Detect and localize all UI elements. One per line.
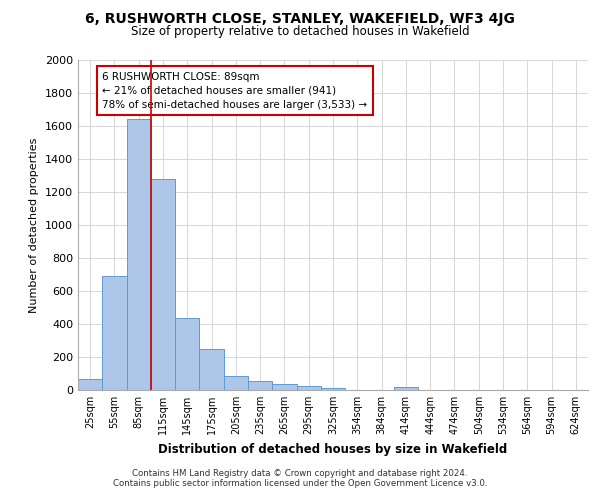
Text: 6, RUSHWORTH CLOSE, STANLEY, WAKEFIELD, WF3 4JG: 6, RUSHWORTH CLOSE, STANLEY, WAKEFIELD, … xyxy=(85,12,515,26)
Bar xyxy=(127,120,151,390)
Bar xyxy=(248,381,272,390)
Text: Contains HM Land Registry data © Crown copyright and database right 2024.: Contains HM Land Registry data © Crown c… xyxy=(132,468,468,477)
Bar xyxy=(199,349,224,390)
Text: 6 RUSHWORTH CLOSE: 89sqm
← 21% of detached houses are smaller (941)
78% of semi-: 6 RUSHWORTH CLOSE: 89sqm ← 21% of detach… xyxy=(102,72,367,110)
Bar xyxy=(78,380,102,390)
Bar xyxy=(102,276,127,390)
Bar xyxy=(296,386,321,390)
X-axis label: Distribution of detached houses by size in Wakefield: Distribution of detached houses by size … xyxy=(158,442,508,456)
Bar xyxy=(151,179,175,390)
Text: Contains public sector information licensed under the Open Government Licence v3: Contains public sector information licen… xyxy=(113,478,487,488)
Bar xyxy=(175,318,199,390)
Bar xyxy=(321,388,345,390)
Bar xyxy=(394,388,418,390)
Text: Size of property relative to detached houses in Wakefield: Size of property relative to detached ho… xyxy=(131,25,469,38)
Y-axis label: Number of detached properties: Number of detached properties xyxy=(29,138,40,312)
Bar xyxy=(272,384,296,390)
Bar xyxy=(224,376,248,390)
